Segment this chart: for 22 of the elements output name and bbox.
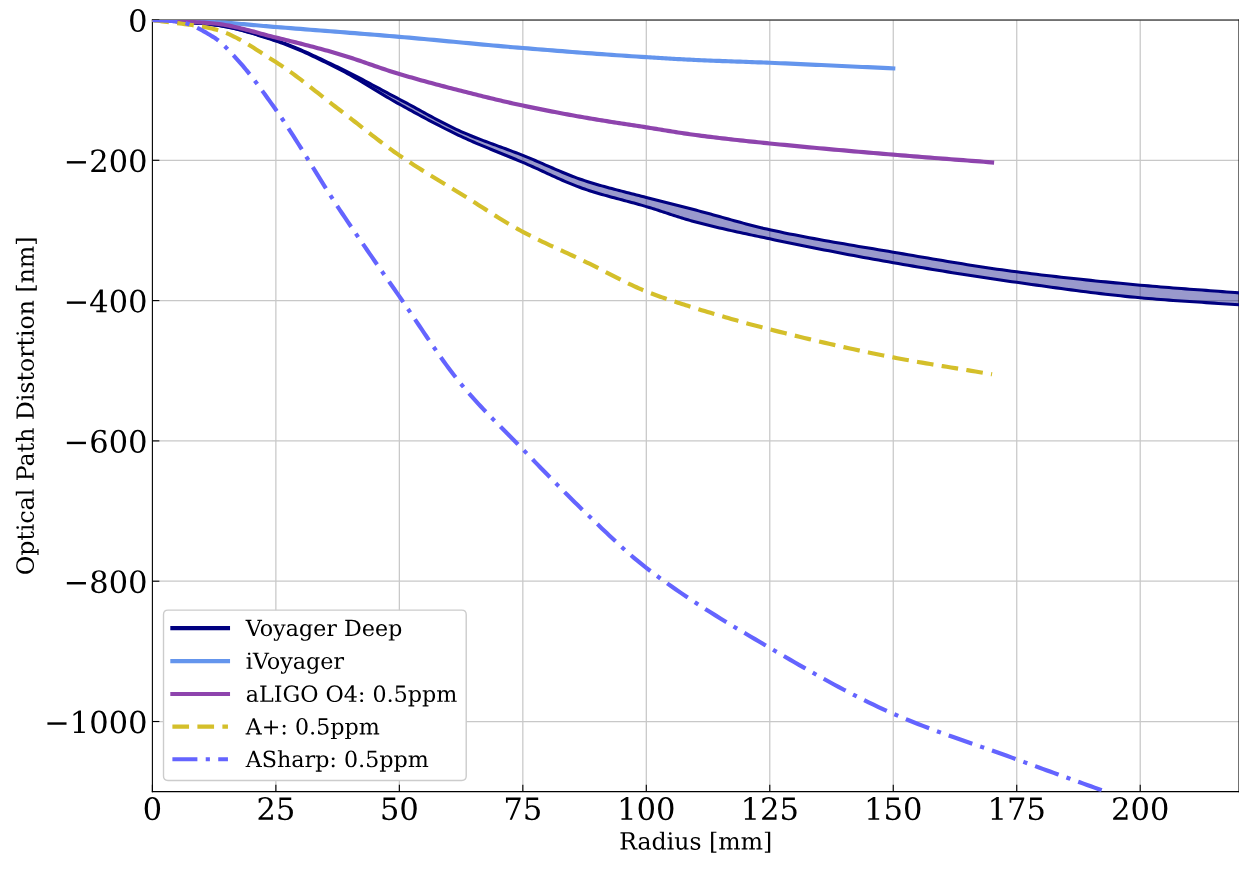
x-tick-label: 50 <box>382 797 417 821</box>
x-tick-label: 0 <box>144 797 161 821</box>
y-axis-title: Optical Path Distortion [nm] <box>15 238 39 574</box>
legend-label: iVoyager <box>246 652 345 674</box>
x-tick-label: 25 <box>258 797 293 821</box>
x-tick-label: 150 <box>867 797 921 821</box>
y-tick-label: −1000 <box>47 710 146 734</box>
y-tick-label: −200 <box>66 149 146 173</box>
x-tick-label: 100 <box>620 797 674 821</box>
x-tick-label: 175 <box>991 797 1044 821</box>
x-axis-title: Radius [mm] <box>620 831 771 853</box>
y-tick-label: 0 <box>130 8 146 33</box>
x-tick-label: 75 <box>505 797 540 821</box>
legend-label: Voyager Deep <box>245 619 402 641</box>
x-tick-label: 200 <box>1113 797 1168 821</box>
y-tick-label: −600 <box>66 429 146 453</box>
legend-label: ASharp: 0.5ppm <box>245 750 429 772</box>
x-tick-label: 125 <box>744 797 797 821</box>
legend-label: aLIGO O4: 0.5ppm <box>246 685 457 707</box>
y-tick-label: −800 <box>66 570 146 594</box>
legend-label: A+: 0.5ppm <box>245 717 380 740</box>
y-tick-label: −400 <box>66 289 146 313</box>
